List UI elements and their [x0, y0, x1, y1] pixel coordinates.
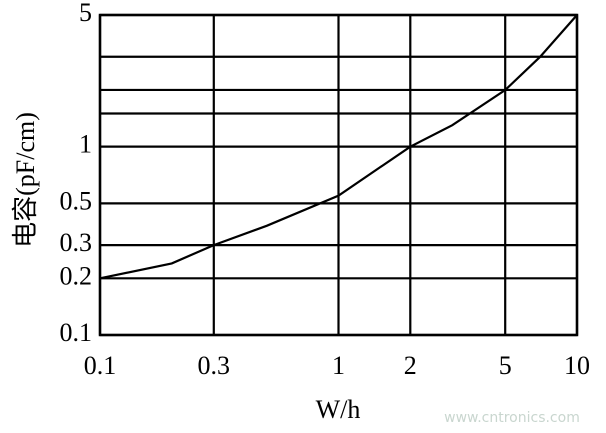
y-tick-label: 5 — [79, 0, 92, 27]
x-tick-label: 2 — [404, 351, 417, 380]
plot-frame — [98, 13, 579, 337]
y-tick-label: 0.5 — [60, 186, 93, 215]
data-line — [99, 14, 578, 280]
y-tick-label: 0.2 — [60, 261, 93, 290]
y-tick-label: 0.3 — [60, 228, 93, 257]
y-tick-label: 0.1 — [60, 318, 93, 347]
x-tick-label: 1 — [332, 351, 345, 380]
y-tick-label: 1 — [79, 130, 92, 159]
x-axis-label: W/h — [316, 395, 361, 424]
x-tick-label: 0.1 — [84, 351, 117, 380]
x-tick-label: 10 — [564, 351, 590, 380]
x-tick-label: 0.3 — [198, 351, 231, 380]
watermark: www.cntronics.com — [444, 410, 580, 426]
x-tick-label: 5 — [499, 351, 512, 380]
y-axis-label: 电容(pF/cm) — [11, 112, 40, 248]
